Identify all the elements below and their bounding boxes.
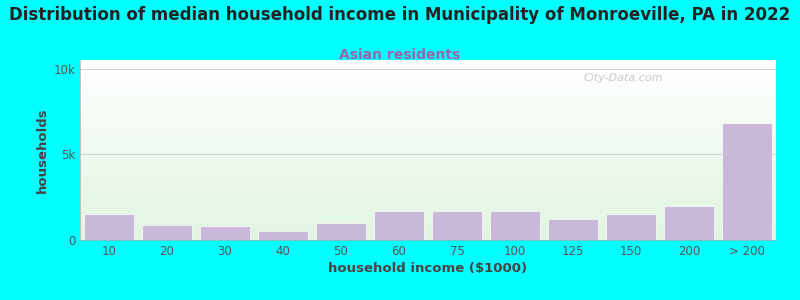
Bar xyxy=(548,219,598,240)
Bar xyxy=(490,211,540,240)
Bar xyxy=(316,223,366,240)
Text: Distribution of median household income in Municipality of Monroeville, PA in 20: Distribution of median household income … xyxy=(10,6,790,24)
Bar xyxy=(432,211,482,240)
X-axis label: household income ($1000): household income ($1000) xyxy=(329,262,527,275)
Bar xyxy=(258,231,308,240)
Bar xyxy=(374,211,424,240)
Y-axis label: households: households xyxy=(36,107,50,193)
Bar xyxy=(722,123,772,240)
Text: Asian residents: Asian residents xyxy=(339,48,461,62)
Bar xyxy=(142,225,192,240)
Bar xyxy=(606,214,656,240)
Bar xyxy=(664,206,714,240)
Bar xyxy=(84,214,134,240)
Text: City-Data.com: City-Data.com xyxy=(583,73,662,83)
Bar xyxy=(200,226,250,240)
